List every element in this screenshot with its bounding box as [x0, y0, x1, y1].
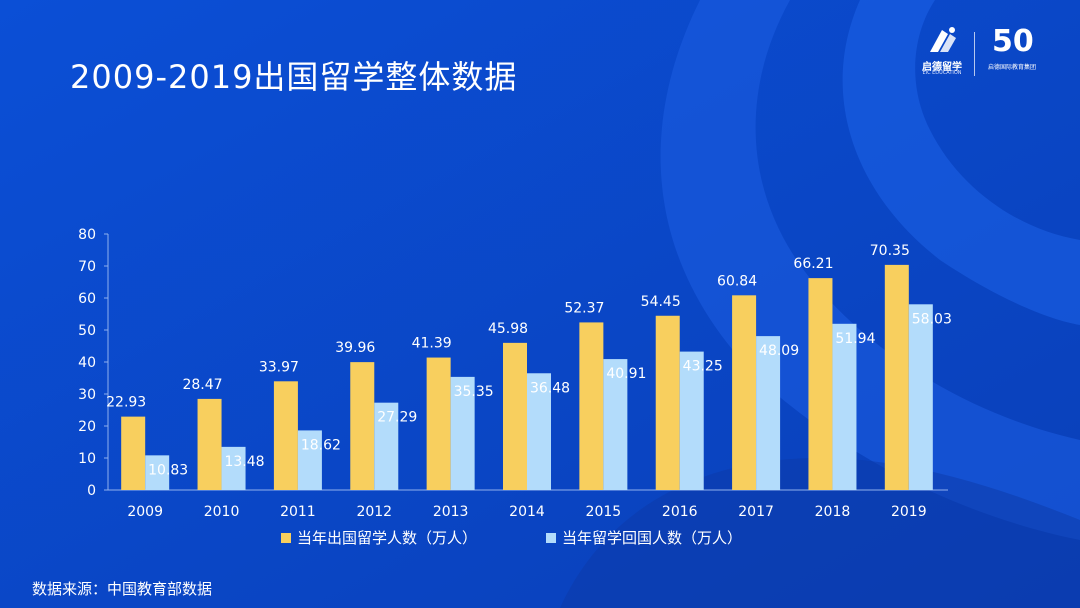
- data-label-returning: 36.48: [530, 380, 570, 396]
- data-label-outbound: 70.35: [870, 243, 910, 259]
- logo-brand-en-text: EIC EDUCATION: [922, 70, 962, 76]
- logo-area: 启德留学 EIC EDUCATION 50 启德国际教育集团: [918, 24, 1068, 80]
- legend-item-outbound: 当年出国留学人数（万人）: [281, 527, 477, 548]
- bar-outbound: [197, 398, 222, 490]
- eic-logo-icon: [918, 24, 966, 76]
- x-tick-label: 2014: [509, 504, 545, 520]
- bar-returning: [450, 376, 475, 490]
- bar-returning: [221, 446, 246, 490]
- x-tick-label: 2018: [815, 504, 851, 520]
- bar-outbound: [884, 264, 909, 490]
- y-tick-label: 60: [78, 291, 96, 307]
- x-tick-label: 2016: [662, 504, 698, 520]
- legend-item-returning: 当年留学回国人数（万人）: [546, 527, 742, 548]
- data-label-outbound: 54.45: [641, 294, 681, 310]
- anniversary-logo: 50: [992, 24, 1034, 59]
- x-tick-label: 2009: [127, 504, 163, 520]
- y-tick-label: 40: [78, 355, 96, 371]
- x-tick-label: 2010: [204, 504, 240, 520]
- data-label-returning: 58.03: [912, 311, 952, 327]
- bar-returning: [374, 402, 399, 490]
- data-label-returning: 13.48: [224, 454, 264, 470]
- bar-outbound: [350, 362, 375, 490]
- x-tick-label: 2015: [586, 504, 622, 520]
- bar-returning: [756, 336, 781, 490]
- y-tick-label: 50: [78, 323, 96, 339]
- bar-outbound: [273, 381, 298, 490]
- logo-divider: [974, 32, 975, 76]
- bar-returning: [603, 359, 628, 490]
- data-label-returning: 18.62: [301, 437, 341, 453]
- bar-returning: [527, 373, 551, 490]
- legend-label-outbound: 当年出国留学人数（万人）: [297, 529, 478, 547]
- data-label-outbound: 33.97: [259, 359, 299, 375]
- bar-outbound: [121, 416, 146, 490]
- data-label-returning: 51.94: [835, 331, 875, 347]
- y-tick-label: 20: [78, 419, 96, 435]
- data-label-outbound: 45.98: [488, 321, 528, 337]
- legend-swatch-returning: [546, 532, 556, 543]
- y-tick-label: 70: [78, 259, 96, 275]
- data-label-returning: 35.35: [454, 384, 494, 400]
- data-label-outbound: 52.37: [564, 300, 604, 316]
- data-label-returning: 48.09: [759, 343, 799, 359]
- x-tick-label: 2013: [433, 504, 469, 520]
- data-label-returning: 10.83: [148, 462, 188, 478]
- data-source-note: 数据来源：中国教育部数据: [32, 580, 213, 598]
- bar-returning: [679, 351, 704, 490]
- bar-outbound: [503, 342, 527, 490]
- y-tick-label: 80: [78, 227, 96, 243]
- bar-outbound: [426, 357, 451, 490]
- logo-brand-text: 启德留学: [922, 62, 962, 73]
- data-label-outbound: 39.96: [335, 340, 375, 356]
- data-label-outbound: 66.21: [793, 256, 833, 272]
- bar-outbound: [579, 322, 604, 490]
- y-tick-label: 10: [78, 451, 96, 467]
- data-label-returning: 43.25: [683, 359, 723, 375]
- legend-label-returning: 当年留学回国人数（万人）: [562, 529, 743, 547]
- y-tick-label: 30: [78, 387, 96, 403]
- x-tick-label: 2011: [280, 504, 316, 520]
- anniversary-subtitle: 启德国际教育集团: [988, 64, 1037, 71]
- bar-returning: [297, 430, 322, 490]
- x-tick-label: 2012: [356, 504, 392, 520]
- data-label-outbound: 41.39: [412, 336, 452, 352]
- legend-swatch-outbound: [281, 532, 291, 543]
- page-title: 2009-2019出国留学整体数据: [70, 58, 518, 96]
- bar-returning: [145, 455, 170, 490]
- x-tick-label: 2019: [891, 504, 927, 520]
- data-label-outbound: 22.93: [106, 395, 146, 411]
- bar-outbound: [732, 295, 757, 490]
- data-label-outbound: 60.84: [717, 273, 757, 289]
- data-label-returning: 40.91: [606, 366, 646, 382]
- x-tick-label: 2017: [738, 504, 774, 520]
- bar-outbound: [655, 315, 680, 490]
- data-label-returning: 27.29: [377, 410, 417, 426]
- bar-returning: [832, 323, 857, 490]
- bar-returning: [908, 304, 933, 490]
- bar-outbound: [808, 278, 833, 490]
- y-tick-label: 0: [87, 483, 96, 499]
- data-label-outbound: 28.47: [182, 377, 222, 393]
